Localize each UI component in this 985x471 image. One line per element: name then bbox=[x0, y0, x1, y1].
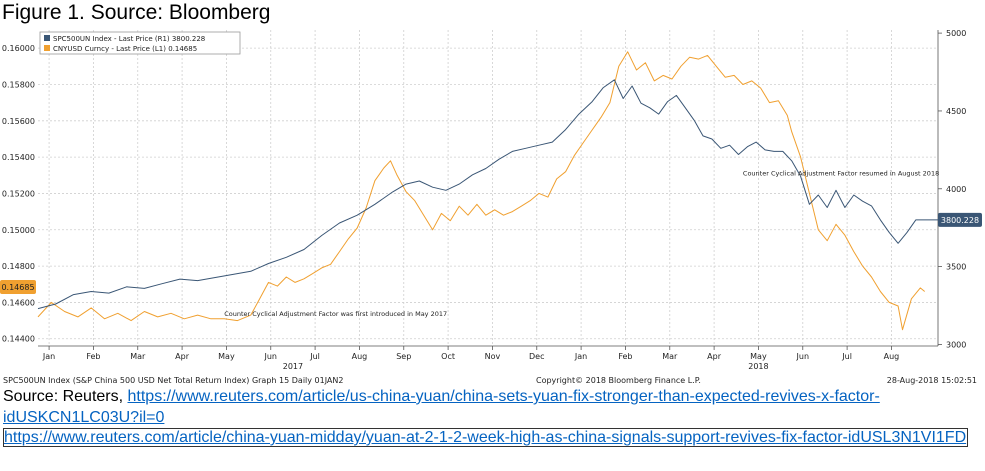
x-tick-label: Nov bbox=[485, 352, 501, 361]
footer-copyright: Copyright© 2018 Bloomberg Finance L.P. bbox=[536, 376, 701, 385]
right-tick-label: 3500 bbox=[946, 263, 966, 272]
footer-index-description: SPC500UN Index (S&P China 500 USD Net To… bbox=[3, 376, 344, 385]
x-tick-label: Apr bbox=[175, 352, 190, 361]
chart-legend: SPC500UN Index - Last Price (R1) 3800.22… bbox=[39, 31, 241, 55]
cnyusd-series-line bbox=[37, 51, 926, 331]
spc500un-value-label: 3800.228 bbox=[941, 216, 979, 225]
right-axis: 3000 3500 4000 4500 5000 bbox=[938, 29, 966, 349]
right-tick-label: 4500 bbox=[946, 107, 966, 116]
left-tick-label: 0.15600 bbox=[2, 117, 35, 126]
x-tick-label: Jul bbox=[841, 352, 852, 361]
x-tick-label: Jun bbox=[264, 352, 278, 361]
right-tick-label: 5000 bbox=[946, 29, 966, 38]
x-axis: Jan Feb Mar Apr May Jun Jul Aug Sep Oct Nov Dec Jan F… bbox=[42, 346, 899, 371]
source-link-2[interactable]: https://www.reuters.com/article/china-yu… bbox=[3, 428, 969, 447]
source-link-1[interactable]: https://www.reuters.com/article/us-china… bbox=[3, 388, 880, 426]
left-tick-label: 0.15200 bbox=[2, 189, 35, 198]
x-tick-label: Aug bbox=[352, 352, 368, 361]
x-tick-label: Dec bbox=[529, 352, 544, 361]
cnyusd-value-tag bbox=[0, 279, 36, 294]
x-tick-label: Mar bbox=[130, 352, 146, 361]
plot-area bbox=[38, 30, 938, 346]
legend-swatch bbox=[44, 45, 50, 51]
x-tick-label: Jan bbox=[574, 352, 587, 361]
cnyusd-value-label: 0.14685 bbox=[1, 283, 34, 292]
left-tick-label: 0.14600 bbox=[2, 298, 35, 307]
footer-timestamp: 28-Aug-2018 15:02:51 bbox=[886, 376, 977, 385]
source-prefix: Source: Reuters, bbox=[3, 388, 124, 405]
x-tick-label: Mar bbox=[662, 352, 678, 361]
value-tags: 3800.228 0.14685 bbox=[0, 212, 982, 294]
x-tick-label: Jul bbox=[309, 352, 320, 361]
right-tick-label: 3000 bbox=[946, 340, 966, 349]
x-tick-label: Sep bbox=[396, 352, 411, 361]
legend-label: SPC500UN Index - Last Price (R1) 3800.22… bbox=[53, 35, 205, 43]
left-tick-label: 0.15400 bbox=[2, 153, 35, 162]
x-tick-label: Oct bbox=[441, 352, 455, 361]
x-tick-label: Aug bbox=[884, 352, 900, 361]
year-label: 2017 bbox=[283, 362, 303, 371]
annotation-layer: Counter Cyclical Adjustment Factor was f… bbox=[224, 169, 939, 318]
x-tick-label: Jun bbox=[796, 352, 810, 361]
chart-annotation: Counter Cyclical Adjustment Factor was f… bbox=[224, 310, 447, 318]
right-tick-label: 4000 bbox=[946, 185, 966, 194]
left-tick-label: 0.14400 bbox=[2, 335, 35, 344]
bloomberg-chart: 0.14400 0.14600 0.14800 0.15000 0.15200 0.154… bbox=[0, 29, 982, 371]
x-tick-label: May bbox=[750, 352, 767, 361]
figure-title: Figure 1. Source: Bloomberg bbox=[2, 1, 271, 24]
x-tick-label: Feb bbox=[86, 352, 100, 361]
spc500un-value-tag bbox=[938, 212, 982, 227]
x-tick-label: Jan bbox=[42, 352, 55, 361]
legend-swatch bbox=[44, 35, 50, 41]
left-tick-label: 0.14800 bbox=[2, 262, 35, 271]
chart-grid bbox=[38, 30, 939, 347]
left-tick-label: 0.15800 bbox=[2, 80, 35, 89]
left-axis: 0.14400 0.14600 0.14800 0.15000 0.15200 0.154… bbox=[2, 44, 35, 344]
legend-label: CNYUSD Curncy - Last Price (L1) 0.14685 bbox=[53, 45, 197, 53]
x-tick-label: May bbox=[218, 352, 235, 361]
x-tick-label: Feb bbox=[618, 352, 632, 361]
year-label: 2018 bbox=[748, 362, 768, 371]
chart-footer: SPC500UN Index (S&P China 500 USD Net To… bbox=[0, 376, 985, 388]
x-tick-label: Apr bbox=[707, 352, 722, 361]
legend-box bbox=[39, 31, 241, 55]
series-layer bbox=[37, 51, 938, 331]
spc500un-series-line bbox=[37, 79, 938, 310]
source-block: Source: Reuters, https://www.reuters.com… bbox=[3, 387, 981, 449]
chart-annotation: Counter Cyclical Adjustment Factor resum… bbox=[743, 169, 939, 177]
left-tick-label: 0.16000 bbox=[2, 44, 35, 53]
left-tick-label: 0.15000 bbox=[2, 226, 35, 235]
